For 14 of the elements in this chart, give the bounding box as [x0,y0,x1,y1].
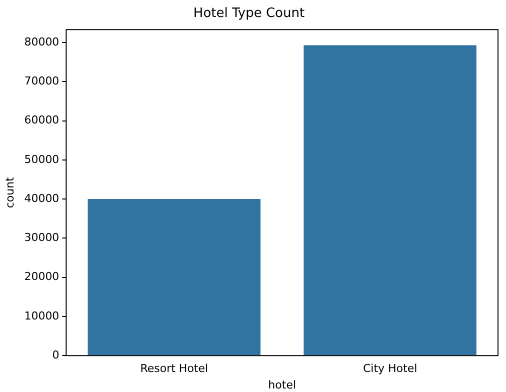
y-tick-label: 40000 [24,192,60,205]
y-tick-label: 80000 [24,35,60,48]
y-tick-label: 60000 [24,114,60,127]
y-axis-title: count [3,176,16,208]
x-tick-label: City Hotel [362,362,418,376]
x-axis-title: hotel [268,378,296,392]
y-tick-label: 30000 [24,231,60,244]
y-tick-label: 0 [52,348,60,362]
y-tick-label: 10000 [24,309,60,322]
chart-title: Hotel Type Count [193,6,305,22]
y-tick-label: 20000 [24,270,60,284]
x-tick-label: Resort Hotel [140,362,208,376]
y-tick-label: 70000 [24,74,60,88]
y-tick-label: 50000 [24,152,60,166]
